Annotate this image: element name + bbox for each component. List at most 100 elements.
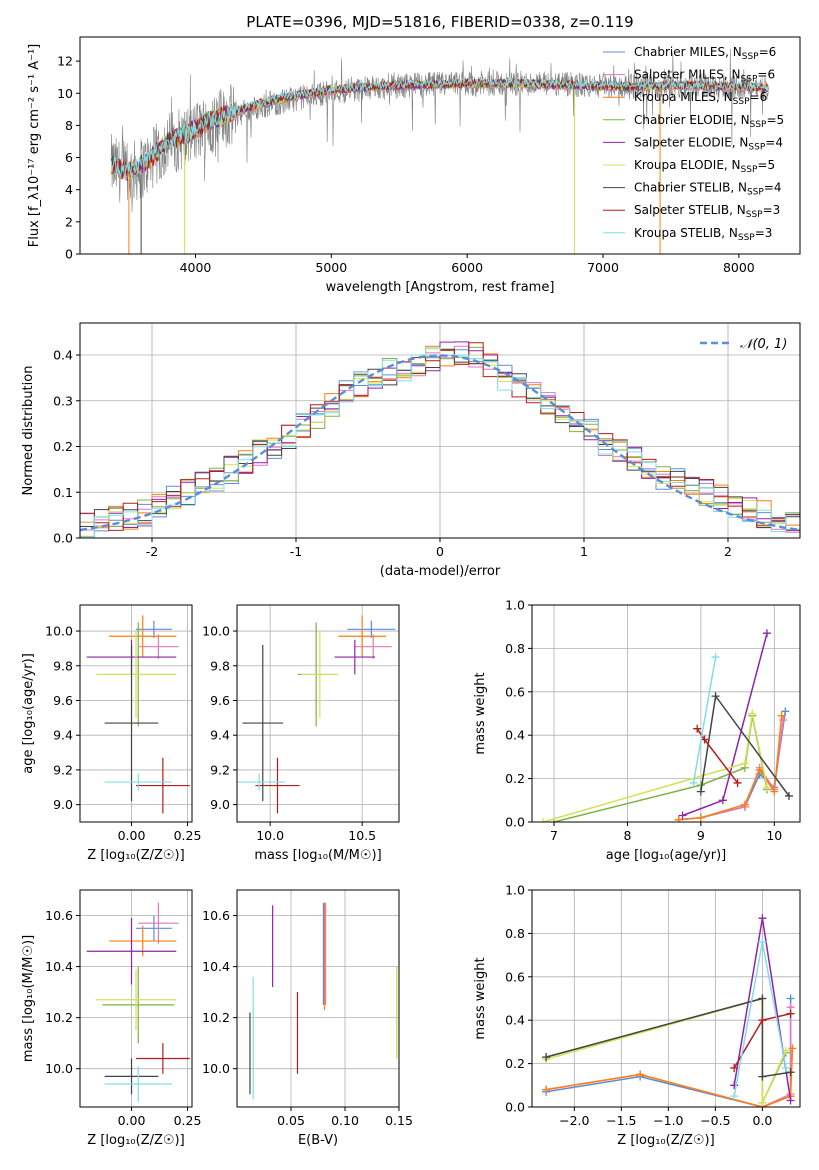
- panel-5: 7 8 9 10 0.0 0.2 0.4 0.6 0.8 1.0 age [log₁₀(age/yr…: [473, 598, 801, 863]
- legend-label-n: =5: [766, 113, 784, 127]
- legend-label-sub: SSP: [746, 210, 763, 220]
- plot-area: [110, 48, 769, 254]
- weight-marker-chabrier-miles: [781, 707, 790, 716]
- weight-marker-salpeter-elodie: [762, 629, 771, 638]
- histogram-kroupa-stelib: [80, 347, 800, 538]
- y-tick-label: 10.6: [45, 908, 73, 923]
- y-tick-label: 0.3: [53, 393, 73, 408]
- plot-area: [532, 605, 800, 822]
- weight-marker-kroupa-miles: [674, 815, 683, 822]
- legend-label-text: Kroupa STELIB, N: [634, 226, 738, 240]
- y-tick-label: 0.8: [505, 641, 525, 656]
- y-tick-label: 0.0: [505, 1100, 525, 1115]
- legend-label: Kroupa ELODIE, NSSP=5: [634, 158, 775, 175]
- x-tick-label: −1.0: [653, 1113, 683, 1128]
- model-spectrum-chabrier-stelib: [110, 78, 769, 179]
- y-tick-label: 10: [57, 86, 73, 101]
- y-axis-label: Flux [f_λ10⁻¹⁷ erg cm⁻² s⁻¹ A⁻¹]: [27, 44, 42, 248]
- y-tick-label: 8: [65, 118, 73, 133]
- legend-label: Chabrier MILES, NSSP=6: [634, 45, 776, 62]
- gaussian-curve: [80, 354, 798, 532]
- x-tick-label: 0.25: [174, 828, 202, 843]
- y-tick-label: 10.4: [202, 959, 230, 974]
- legend-label-sub: SSP: [738, 233, 755, 243]
- y-tick-label: 9.8: [210, 658, 230, 673]
- x-tick-label: 5000: [315, 260, 347, 275]
- y-tick-label: 10.2: [45, 1010, 73, 1025]
- weight-marker-chabrier-stelib: [542, 1053, 551, 1062]
- x-tick-label: 0.25: [174, 1113, 202, 1128]
- legend-label-text: Chabrier ELODIE, N: [634, 113, 750, 127]
- panel-3: 0.00 0.25 9.0 9.2 9.4 9.6 9.8 10.0 Z [log₁₀(Z/Z☉…: [21, 604, 202, 863]
- panel-6: 0.00 0.25 10.0 10.2 10.4 10.6 Z [log₁₀(Z/Z☉)] m…: [21, 889, 202, 1148]
- x-tick-label: 0.0: [752, 1113, 772, 1128]
- x-tick-label: 10.0: [256, 828, 284, 843]
- x-tick-label: 0.10: [331, 1113, 359, 1128]
- legend-label-n: =3: [763, 203, 781, 217]
- x-tick-label: −2.0: [559, 1113, 589, 1128]
- x-tick-label: 9: [697, 828, 705, 843]
- x-tick-label: -1: [290, 544, 302, 559]
- y-tick-label: 9.0: [53, 797, 73, 812]
- y-tick-label: 0.8: [505, 926, 525, 941]
- legend-label: Salpeter STELIB, NSSP=3: [634, 203, 780, 220]
- weight-marker-salpeter-elodie: [758, 914, 767, 923]
- x-tick-label: 8: [623, 828, 631, 843]
- y-tick-label: 0.4: [505, 728, 525, 743]
- weight-marker-salpeter-elodie: [718, 796, 727, 805]
- panel-1: 4000 5000 6000 7000 8000 0 2 4 6 8 10 12 wavelength …: [27, 13, 801, 295]
- y-axis-label: mass [log₁₀(M/M☉)]: [21, 935, 36, 1062]
- weight-marker-kroupa-miles: [636, 1070, 645, 1079]
- weight-marker-salpeter-stelib: [733, 778, 742, 787]
- y-tick-label: 9.6: [210, 693, 230, 708]
- x-tick-label: 8000: [723, 260, 755, 275]
- weight-marker-kroupa-stelib: [758, 938, 767, 947]
- legend-label-n: =6: [759, 45, 777, 59]
- weight-marker-kroupa-elodie: [740, 759, 749, 768]
- legend-label-n: =6: [750, 90, 768, 104]
- plot-area: [80, 323, 800, 538]
- weight-marker-kroupa-elodie: [762, 783, 771, 792]
- y-tick-label: 0.6: [505, 684, 525, 699]
- x-tick-label: 0.00: [118, 828, 146, 843]
- plot-area: [80, 605, 192, 822]
- weight-marker-chabrier-stelib: [758, 1072, 767, 1081]
- x-tick-label: -2: [146, 544, 158, 559]
- y-tick-label: 10.2: [202, 1010, 230, 1025]
- x-tick-label: 7: [550, 828, 558, 843]
- weight-line-kroupa-miles: [545, 1048, 794, 1107]
- weight-marker-kroupa-elodie: [748, 709, 757, 718]
- y-tick-label: 4: [65, 182, 73, 197]
- weight-marker-kroupa-stelib: [781, 1063, 790, 1072]
- y-axis-label: mass weight: [473, 957, 488, 1039]
- x-tick-label: 7000: [587, 260, 619, 275]
- weight-marker-kroupa-miles: [788, 1044, 797, 1053]
- y-tick-label: 10.4: [45, 959, 73, 974]
- axes-frame: [79, 36, 801, 255]
- weight-marker-chabrier-miles: [786, 994, 795, 1003]
- x-tick-label: −1.5: [606, 1113, 636, 1128]
- x-tick-label: −0.5: [700, 1113, 730, 1128]
- legend-label-n: =4: [765, 135, 783, 149]
- weight-marker-salpeter-stelib: [786, 1009, 795, 1018]
- legend-label-text: Chabrier STELIB, N: [634, 181, 747, 195]
- panel-2: -2 -1 0 1 2 0.0 0.1 0.2 0.3 0.4 (data-model)/error…: [21, 322, 801, 579]
- y-tick-label: 10.0: [202, 624, 230, 639]
- weight-marker-salpeter-stelib: [730, 1063, 739, 1072]
- x-tick-label: 1: [580, 544, 588, 559]
- legend-label-text: Kroupa ELODIE, N: [634, 158, 741, 172]
- x-tick-label: 0.00: [118, 1113, 146, 1128]
- legend-label-sub: SSP: [742, 52, 759, 62]
- y-axis-label: Normed distribution: [21, 366, 36, 496]
- x-tick-label: 6000: [451, 260, 483, 275]
- legend-label: Salpeter ELODIE, NSSP=4: [634, 135, 783, 152]
- axes-frame: [531, 889, 801, 1108]
- x-tick-label: 0.15: [385, 1113, 413, 1128]
- y-tick-label: 10.0: [45, 1061, 73, 1076]
- chart-title: PLATE=0396, MJD=51816, FIBERID=0338, z=0…: [246, 13, 633, 31]
- y-tick-label: 9.4: [53, 728, 73, 743]
- histogram-salpeter-stelib: [80, 342, 800, 531]
- weight-marker-kroupa-miles: [770, 787, 779, 796]
- weight-marker-kroupa-miles: [777, 711, 786, 720]
